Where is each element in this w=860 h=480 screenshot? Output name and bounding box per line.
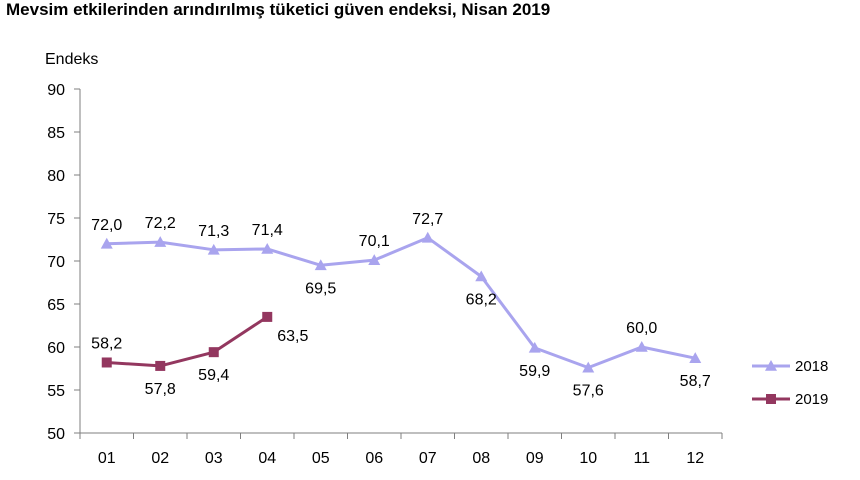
legend-label-2018: 2018 <box>795 358 828 375</box>
y-tick-label: 60 <box>47 340 65 357</box>
data-label-2019: 58,2 <box>91 335 122 352</box>
y-tick-label: 70 <box>47 254 65 271</box>
data-label-2018: 69,5 <box>305 280 336 297</box>
data-label-2018: 72,7 <box>412 211 443 228</box>
data-point-2019 <box>155 360 166 371</box>
x-tick-label: 05 <box>312 450 330 467</box>
data-label-2018: 57,6 <box>573 383 604 400</box>
data-label-2018: 60,0 <box>626 320 657 337</box>
data-point-2019 <box>101 357 112 368</box>
data-label-2019: 59,4 <box>198 367 229 384</box>
x-tick-label: 01 <box>98 450 116 467</box>
series-2018: 72,0 72,2 71,3 71,4 69,5 70,1 72,7 68,2 59,9 57,6… <box>91 211 711 400</box>
data-label-2018: 68,2 <box>466 291 497 308</box>
data-point-2019 <box>262 311 273 322</box>
data-label-2018: 70,1 <box>359 233 390 250</box>
x-tick-label: 09 <box>526 450 544 467</box>
y-axis-label: Endeks <box>45 51 98 68</box>
data-point-2018 <box>154 236 167 247</box>
x-tick-label: 07 <box>419 450 437 467</box>
data-point-2018 <box>635 341 648 352</box>
legend-marker-2019 <box>766 394 776 404</box>
data-point-2018 <box>528 341 541 353</box>
y-tick-label: 55 <box>47 383 65 400</box>
data-label-2018: 71,4 <box>252 222 283 239</box>
data-label-2019: 63,5 <box>277 328 308 345</box>
data-point-2018 <box>207 243 220 255</box>
data-label-2019: 57,8 <box>145 381 176 398</box>
data-point-2018 <box>582 361 595 373</box>
data-point-2018 <box>314 259 327 271</box>
x-tick-label: 06 <box>365 450 383 467</box>
data-point-2018 <box>421 231 434 243</box>
data-point-2018 <box>475 270 488 282</box>
data-point-2018 <box>100 237 113 249</box>
x-tick-label: 12 <box>686 450 704 467</box>
data-label-2018: 72,2 <box>145 215 176 232</box>
data-point-2019 <box>208 347 219 358</box>
y-tick-label: 90 <box>47 82 65 99</box>
series-line-2018 <box>106 236 696 370</box>
y-tick-label: 80 <box>47 168 65 185</box>
x-tick-label: 10 <box>579 450 597 467</box>
data-label-2018: 59,9 <box>519 363 550 380</box>
data-point-2018 <box>689 352 702 363</box>
chart-title: Mevsim etkilerinden arındırılmış tüketic… <box>6 0 551 19</box>
y-tick-label: 65 <box>47 297 65 314</box>
x-tick-label: 08 <box>472 450 490 467</box>
series-line-2019 <box>106 315 269 368</box>
legend-marker-2018 <box>765 360 777 371</box>
y-tick-label: 75 <box>47 211 65 228</box>
x-tick-label: 02 <box>151 450 169 467</box>
data-point-2018 <box>261 242 274 254</box>
y-tick-label: 50 <box>47 426 65 443</box>
x-tick-label: 11 <box>633 450 650 467</box>
legend-label-2019: 2019 <box>795 391 828 408</box>
data-label-2018: 58,7 <box>680 373 711 390</box>
legend-entry-2018: 2018 <box>752 358 828 375</box>
x-tick-label: 04 <box>258 450 276 467</box>
legend-entry-2019: 2019 <box>752 391 828 408</box>
data-label-2018: 71,3 <box>198 223 229 240</box>
data-label-2018: 72,0 <box>91 217 122 234</box>
data-point-2018 <box>368 254 381 265</box>
y-tick-label: 85 <box>47 125 65 142</box>
series-2019: 58,2 57,8 59,4 63,5 <box>91 311 308 398</box>
x-tick-label: 03 <box>205 450 223 467</box>
